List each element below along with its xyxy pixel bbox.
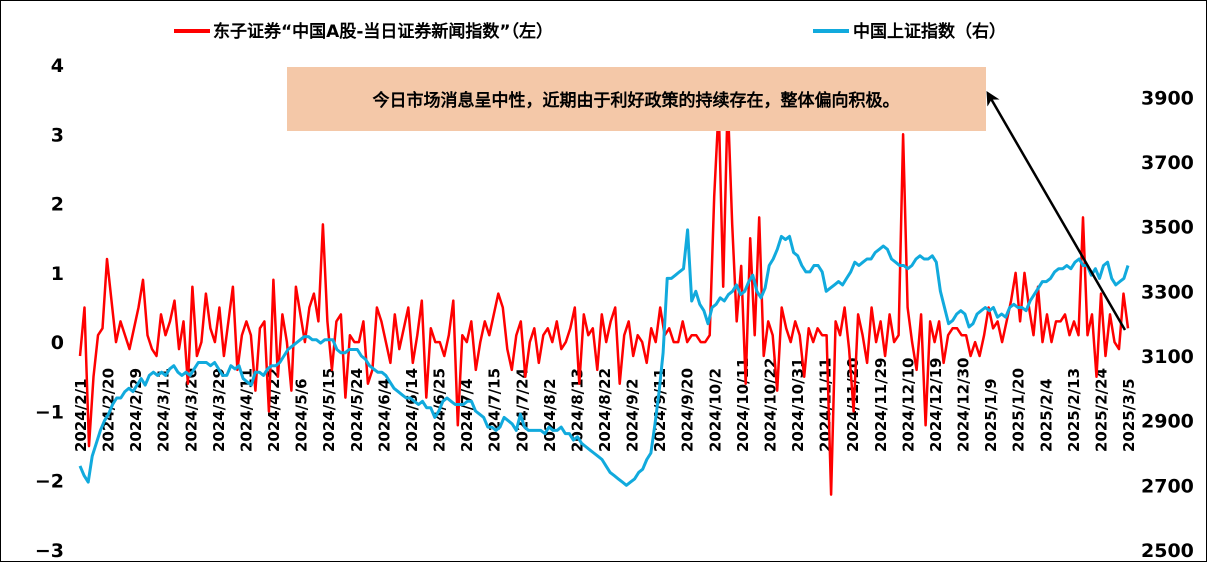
x-axis-tick-label: 2025/2/24: [1092, 368, 1110, 452]
legend-label-shanghai-index: 中国上证指数（右）: [853, 21, 1006, 42]
x-axis-tick-labels: 2024/2/1 2024/2/20 2024/2/29 2024/3/11 2024/…: [72, 358, 1138, 452]
x-axis-tick-label: 2024/2/20: [100, 368, 118, 452]
x-axis-tick-label: 2024/9/2: [624, 378, 642, 452]
right-axis-ticks: 3900 3700 3500 3300 3100 2900 2700 2500: [1141, 87, 1194, 562]
x-axis-tick-label: 2024/5/24: [348, 368, 366, 452]
right-axis-tick-label: 3700: [1141, 152, 1194, 174]
x-axis-tick-label: 2024/10/2: [706, 368, 724, 452]
x-axis-tick-label: 2024/7/15: [486, 368, 504, 452]
left-axis-tick-label: 2: [51, 194, 64, 216]
left-axis-tick-label: 4: [51, 55, 64, 77]
right-axis-tick-label: 3500: [1141, 217, 1194, 239]
x-axis-tick-label: 2024/7/24: [513, 368, 531, 452]
x-axis-tick-label: 2024/9/20: [679, 368, 697, 452]
x-axis-tick-label: 2024/5/15: [320, 368, 338, 452]
x-axis-tick-label: 2024/4/11: [237, 368, 255, 452]
x-axis-tick-label: 2024/11/29: [872, 358, 890, 452]
left-axis-tick-label: 0: [51, 332, 64, 354]
x-axis-tick-label: 2025/2/4: [1037, 378, 1055, 452]
x-axis-tick-label: 2024/9/11: [651, 368, 669, 452]
x-axis-tick-label: 2025/1/20: [1010, 368, 1028, 452]
x-axis-tick-label: 2024/3/20: [182, 368, 200, 452]
annotation-text: 今日市场消息呈中性，近期由于利好政策的持续存在，整体偏向积极。: [373, 90, 900, 111]
legend: 东子证券“中国A股-当日证券新闻指数”（左） 中国上证指数（右）: [174, 21, 1006, 42]
series-line-shanghai-index: [78, 228, 1130, 487]
x-axis-tick-label: 2024/5/6: [293, 378, 311, 452]
legend-label-news-index: 东子证券“中国A股-当日证券新闻指数”（左）: [213, 21, 553, 42]
left-axis-tick-label: 1: [51, 263, 64, 285]
x-axis-tick-label: 2025/2/13: [1065, 368, 1083, 452]
left-axis-tick-label: −2: [35, 471, 64, 493]
x-axis-tick-label: 2024/2/1: [72, 378, 90, 452]
left-axis-tick-label: 3: [51, 124, 64, 146]
x-axis-tick-label: 2024/8/13: [568, 368, 586, 452]
right-axis-tick-label: 2900: [1141, 411, 1194, 433]
x-axis-tick-label: 2024/8/22: [596, 368, 614, 452]
right-axis-tick-label: 2700: [1141, 475, 1194, 497]
left-axis-tick-label: −1: [35, 401, 64, 423]
left-axis-ticks: 4 3 2 1 0 −1 −2 −3: [35, 55, 64, 562]
right-axis-tick-label: 3100: [1141, 346, 1194, 368]
x-axis-tick-label: 2024/6/14: [403, 368, 421, 452]
x-axis-tick-label: 2024/12/30: [955, 358, 973, 452]
right-axis-tick-label: 2500: [1141, 540, 1194, 562]
x-axis-tick-label: 2024/10/11: [734, 358, 752, 452]
series-line-news-index: [78, 98, 1130, 496]
x-axis-tick-label: 2024/7/4: [458, 378, 476, 452]
x-axis-tick-label: 2024/3/29: [210, 368, 228, 452]
x-axis-tick-label: 2024/12/10: [899, 358, 917, 452]
annotation-box: [287, 67, 986, 131]
left-axis-tick-label: −3: [35, 540, 64, 562]
x-axis-tick-label: 2025/1/9: [982, 378, 1000, 452]
x-axis-tick-label: 2024/10/31: [789, 358, 807, 452]
annotation-arrow: [986, 90, 1127, 331]
x-axis-tick-label: 2025/3/5: [1120, 378, 1138, 452]
right-axis-tick-label: 3900: [1141, 87, 1194, 109]
x-axis-tick-label: 2024/10/22: [761, 358, 779, 452]
right-axis-tick-label: 3300: [1141, 281, 1194, 303]
x-axis-tick-label: 2024/12/19: [927, 358, 945, 452]
x-axis-tick-label: 2024/8/2: [541, 378, 559, 452]
x-axis-tick-label: 2024/6/4: [375, 378, 393, 452]
x-axis-tick-label: 2024/3/11: [155, 368, 173, 452]
